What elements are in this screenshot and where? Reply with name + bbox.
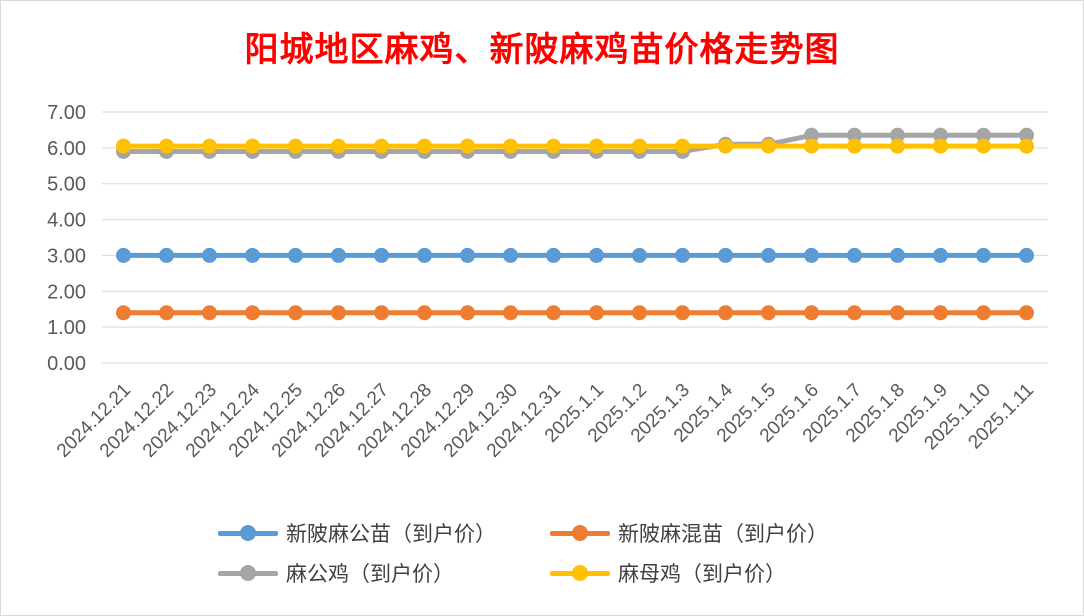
data-point xyxy=(202,305,217,321)
data-point xyxy=(890,127,905,143)
series-2 xyxy=(116,305,1034,321)
data-point xyxy=(159,247,174,263)
data-point xyxy=(288,305,303,321)
data-point xyxy=(675,247,690,263)
data-point xyxy=(976,247,991,263)
data-point xyxy=(589,247,604,263)
y-tick-label: 6.00 xyxy=(47,138,86,160)
data-point xyxy=(245,305,260,321)
data-point xyxy=(374,305,389,321)
data-point xyxy=(675,305,690,321)
data-point xyxy=(847,247,862,263)
data-point xyxy=(417,138,432,154)
data-point xyxy=(546,138,561,154)
series-line xyxy=(123,132,1027,154)
data-point xyxy=(417,305,432,321)
data-point xyxy=(890,305,905,321)
data-point xyxy=(460,138,475,154)
data-point xyxy=(331,138,346,154)
data-point xyxy=(933,247,948,263)
data-point xyxy=(675,138,690,154)
data-point xyxy=(632,247,647,263)
y-tick-label: 4.00 xyxy=(47,210,86,232)
data-point xyxy=(589,138,604,154)
data-point xyxy=(460,305,475,321)
data-point xyxy=(718,305,733,321)
data-point xyxy=(976,305,991,321)
data-point xyxy=(503,247,518,263)
data-point xyxy=(116,305,131,321)
data-point xyxy=(460,247,475,263)
data-point xyxy=(1019,305,1034,321)
data-point xyxy=(503,305,518,321)
data-point xyxy=(847,305,862,321)
data-point xyxy=(1019,247,1034,263)
data-point xyxy=(976,138,991,154)
data-point xyxy=(804,127,819,143)
data-point xyxy=(331,305,346,321)
data-point xyxy=(804,138,819,154)
data-point xyxy=(159,305,174,321)
data-point xyxy=(374,138,389,154)
y-tick-label: 3.00 xyxy=(47,245,86,267)
data-point xyxy=(546,247,561,263)
series-4 xyxy=(116,138,1034,154)
data-point xyxy=(804,247,819,263)
data-point xyxy=(417,247,432,263)
data-point xyxy=(761,138,776,154)
data-point xyxy=(245,247,260,263)
data-point xyxy=(288,247,303,263)
data-point xyxy=(976,127,991,143)
data-point xyxy=(632,305,647,321)
series-1 xyxy=(116,247,1034,263)
y-tick-label: 2.00 xyxy=(47,281,86,303)
data-point xyxy=(933,138,948,154)
y-axis-tick-labels: 0.00 1.00 2.00 3.00 4.00 5.00 6.00 7.00 xyxy=(47,102,86,375)
data-point xyxy=(503,138,518,154)
data-point xyxy=(718,247,733,263)
y-tick-label: 5.00 xyxy=(47,174,86,196)
data-point xyxy=(933,127,948,143)
data-point xyxy=(890,247,905,263)
y-tick-label: 7.00 xyxy=(47,102,86,124)
data-point xyxy=(1019,138,1034,154)
data-point xyxy=(847,138,862,154)
data-point xyxy=(116,138,131,154)
data-point xyxy=(202,247,217,263)
data-point xyxy=(589,305,604,321)
data-point xyxy=(202,138,217,154)
data-point xyxy=(804,305,819,321)
data-point xyxy=(331,247,346,263)
data-point xyxy=(718,138,733,154)
x-axis-tick-labels: 2024.12.212024.12.222024.12.232024.12.24… xyxy=(53,379,1038,461)
data-point xyxy=(1019,127,1034,143)
series-lines xyxy=(116,127,1034,321)
data-point xyxy=(890,138,905,154)
data-point xyxy=(847,127,862,143)
data-point xyxy=(245,138,260,154)
data-point xyxy=(761,305,776,321)
data-point xyxy=(374,247,389,263)
y-tick-label: 1.00 xyxy=(47,317,86,339)
data-point xyxy=(546,305,561,321)
data-point xyxy=(116,247,131,263)
data-point xyxy=(159,138,174,154)
data-point xyxy=(632,138,647,154)
data-point xyxy=(288,138,303,154)
y-tick-label: 0.00 xyxy=(47,353,86,375)
chart-title: 阳城地区麻鸡、新陂麻鸡苗价格走势图 xyxy=(244,30,840,70)
data-point xyxy=(933,305,948,321)
data-point xyxy=(761,247,776,263)
